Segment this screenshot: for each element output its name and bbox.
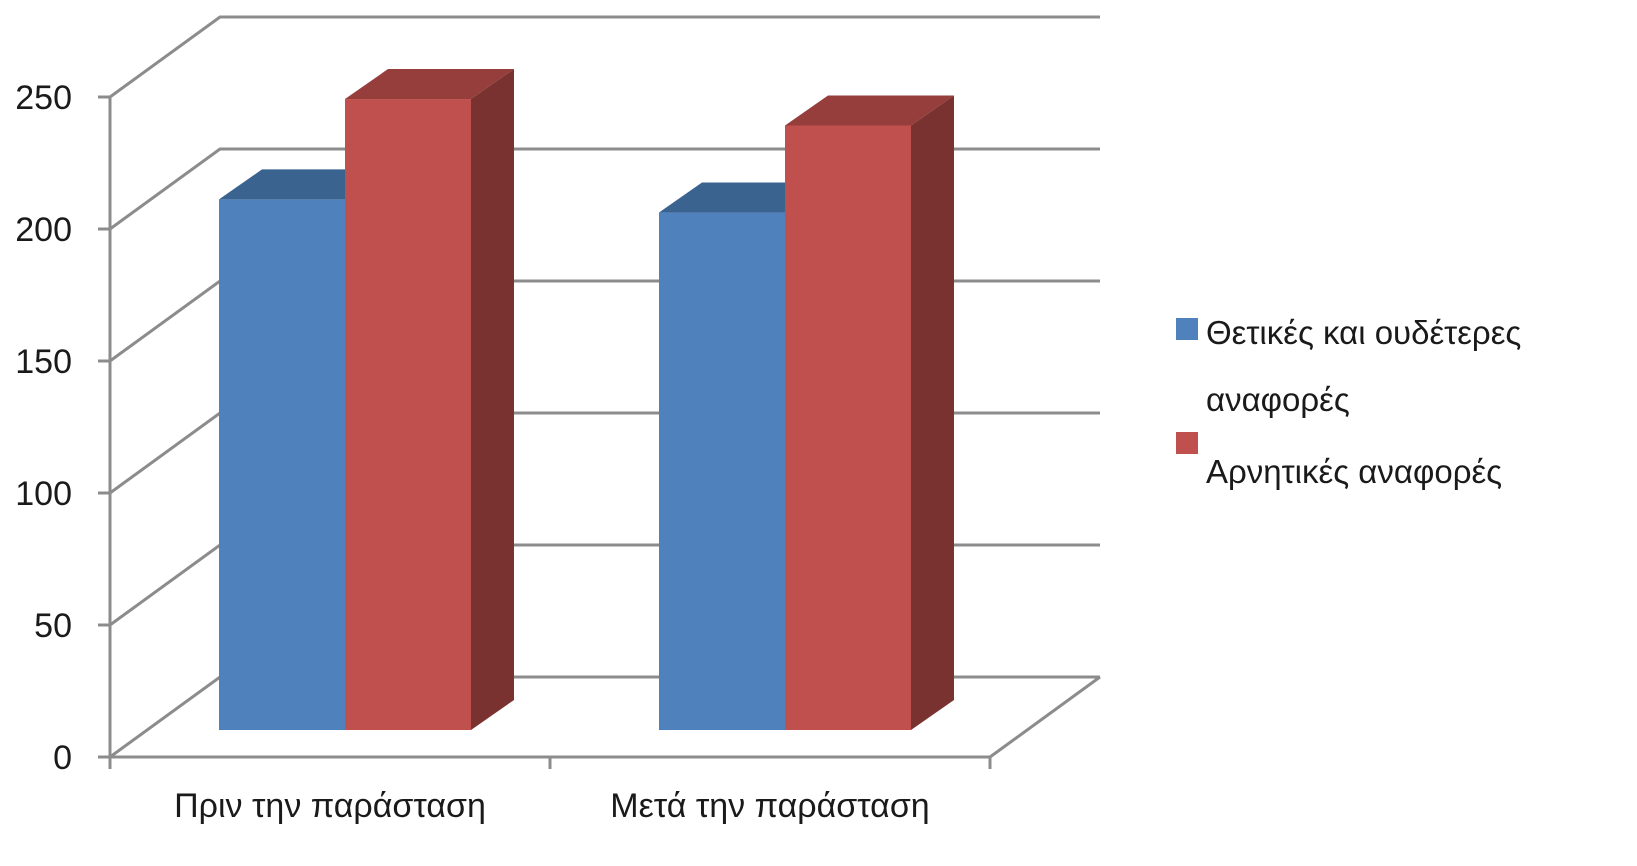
y-tick-label: 0 [53,739,72,777]
x-category-label: Μετά την παράσταση [610,787,929,825]
axis-layer [98,95,1101,769]
y-tick-label: 100 [15,475,72,513]
bar-front [219,199,345,731]
y-tick-label: 200 [15,211,72,249]
y-tick-label: 150 [15,343,72,381]
bar-front [659,212,785,730]
legend-label: Θετικές και ουδέτερες [1206,314,1521,351]
floor-right-edge [989,675,1101,759]
bar-front [785,125,911,730]
legend-label: Αρνητικές αναφορές [1206,453,1502,490]
y-tick-label: 50 [34,607,72,645]
bar-top [345,69,514,100]
legend: Θετικές και ουδέτερες αναφορές Αρνητικές α… [1176,314,1521,490]
legend-label: αναφορές [1206,381,1350,418]
label-layer: 0 50 100 150 200 250 Πριν την παράσταση Μετά τη… [15,79,929,825]
bar-front [345,99,471,731]
bar-side [911,95,954,730]
x-category-label: Πριν την παράσταση [174,787,486,825]
bar-layer [219,69,954,731]
y-tick-label: 250 [15,79,72,117]
legend-swatch [1176,318,1198,340]
bar-top [785,95,954,126]
gridline [109,15,1100,99]
legend-swatch [1176,432,1198,454]
bar-side [471,69,514,731]
